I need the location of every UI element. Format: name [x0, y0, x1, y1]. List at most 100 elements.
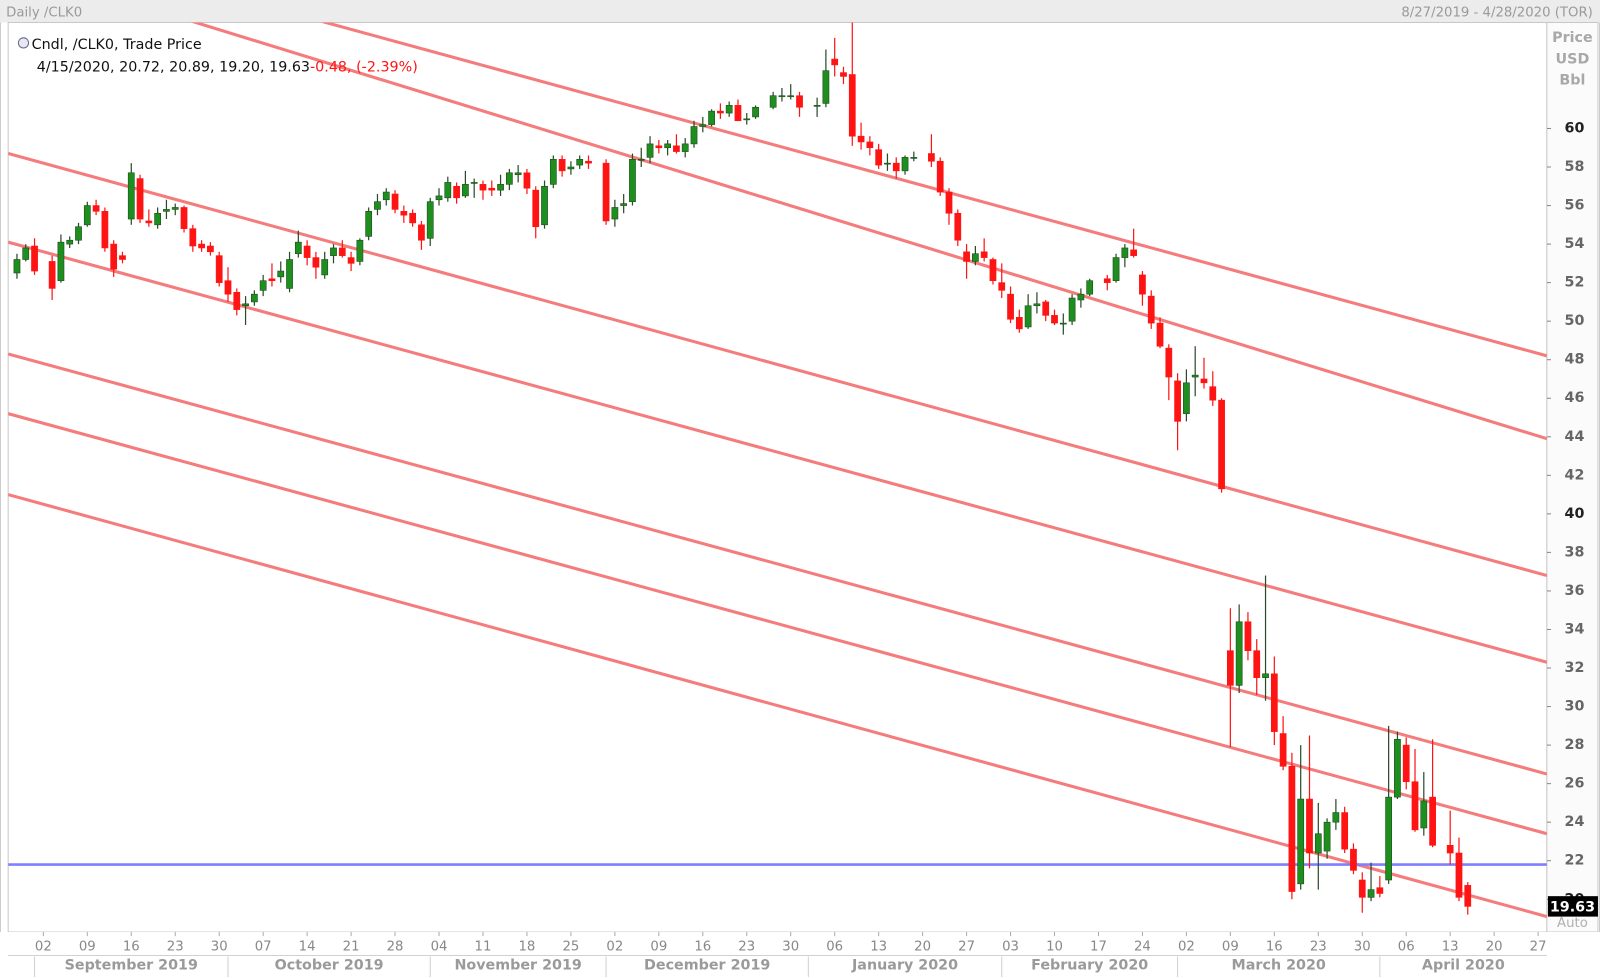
- candle-body: [725, 105, 733, 114]
- y-tick-label: 36: [1565, 583, 1585, 599]
- candle-body: [382, 191, 390, 201]
- candle-body: [1262, 673, 1269, 678]
- y-tick-label: 30: [1565, 699, 1585, 715]
- candle-body: [1306, 798, 1313, 854]
- candle-body: [1341, 812, 1349, 850]
- candle-body: [611, 207, 619, 220]
- candle-body: [189, 228, 197, 247]
- candle-body: [796, 95, 803, 108]
- y-tick-label: 50: [1565, 313, 1585, 329]
- candle-body: [699, 124, 707, 127]
- candle-body: [752, 106, 759, 118]
- candle-body: [1288, 765, 1296, 892]
- x-tick-label: 16: [123, 939, 140, 954]
- candle-body: [1429, 796, 1436, 846]
- candle-body: [101, 211, 109, 249]
- candle-body: [1394, 739, 1401, 798]
- candle-body: [92, 205, 100, 212]
- candle-body: [1376, 887, 1384, 894]
- trend-line: [190, 22, 1547, 441]
- y-tick-label: 48: [1565, 352, 1585, 368]
- candle-body: [171, 207, 179, 210]
- candle-body: [66, 239, 74, 245]
- candle-body: [1077, 293, 1085, 301]
- legend-title: Cndl, /CLK0, Trade Price: [32, 37, 202, 53]
- candle-body: [1446, 844, 1454, 854]
- candle-body: [980, 251, 988, 258]
- x-tick-label: 24: [1134, 939, 1151, 954]
- candle-body: [936, 160, 944, 193]
- candle-body: [374, 201, 381, 210]
- candle-body: [1350, 848, 1357, 871]
- candle-body: [83, 205, 91, 226]
- candle-body: [989, 259, 997, 282]
- candle-body: [875, 149, 883, 166]
- candle-body: [198, 243, 205, 249]
- candle-body: [602, 162, 610, 222]
- candle-body: [910, 157, 918, 159]
- header-symbol: Daily /CLK0: [6, 5, 82, 20]
- candle-body: [866, 141, 874, 149]
- candle-body: [13, 259, 21, 274]
- x-tick-label: 09: [1222, 939, 1239, 954]
- candle-body: [778, 95, 786, 98]
- trend-line: [319, 22, 1547, 358]
- candle-body: [637, 158, 645, 161]
- candle-body: [1068, 297, 1076, 322]
- candle-body: [1323, 821, 1331, 852]
- candle-body: [787, 95, 795, 98]
- candle-body: [286, 259, 293, 289]
- candle-body: [945, 191, 953, 214]
- x-tick-label: 16: [694, 939, 711, 954]
- candle-body: [1033, 303, 1041, 307]
- candle-body: [1139, 274, 1146, 295]
- candle-body: [1455, 852, 1463, 898]
- candle-body: [620, 203, 628, 206]
- candle-body: [1130, 249, 1138, 256]
- candle-body: [1402, 744, 1410, 783]
- y-tick-label: 56: [1565, 198, 1585, 214]
- candle-body: [391, 193, 399, 210]
- candle-body: [681, 143, 689, 152]
- candle-body: [145, 220, 153, 224]
- y-tick-label: 42: [1565, 467, 1585, 483]
- candle-body: [444, 182, 452, 199]
- candle-body: [57, 241, 65, 282]
- scale-mode[interactable]: Auto: [1557, 916, 1588, 931]
- candle-body: [233, 291, 241, 310]
- x-tick-label: 20: [914, 939, 931, 954]
- candle-body: [532, 189, 540, 228]
- overlay-layer: 20 22 24 26 28 30 32 34 36 38 40 42 44 46 48 50 52 54 56 58…: [34, 120, 1598, 977]
- candle-body: [901, 157, 909, 172]
- candle-body: [163, 209, 170, 212]
- candle-body: [567, 166, 575, 170]
- candle-body: [426, 201, 434, 239]
- month-label: January 2020: [851, 958, 958, 974]
- y-tick-label: 26: [1565, 776, 1585, 792]
- candle-body: [330, 247, 337, 256]
- candle-body: [488, 187, 496, 191]
- month-label: September 2019: [65, 958, 198, 974]
- candle-body: [505, 172, 513, 185]
- y-tick-label: 54: [1565, 236, 1585, 252]
- candle-body: [462, 184, 469, 197]
- month-label: October 2019: [275, 958, 384, 974]
- legend-icon[interactable]: [17, 37, 30, 49]
- candle-body: [831, 58, 839, 66]
- x-tick-label: 18: [519, 939, 536, 954]
- y-tick-label: 58: [1565, 159, 1585, 175]
- x-tick-label: 10: [1046, 939, 1063, 954]
- candle-body: [655, 145, 663, 149]
- candle-body: [892, 162, 900, 172]
- last-price-box: [1547, 896, 1598, 917]
- x-tick-label: 02: [606, 939, 623, 954]
- x-tick-label: 25: [562, 939, 579, 954]
- candle-body: [1420, 800, 1428, 829]
- candle-body: [418, 224, 425, 241]
- x-tick-label: 06: [1398, 939, 1415, 954]
- candle-body: [75, 226, 82, 241]
- candle-body: [1051, 315, 1058, 324]
- candle-body: [119, 255, 126, 260]
- candle-body: [1411, 781, 1419, 831]
- candle-body: [514, 172, 522, 176]
